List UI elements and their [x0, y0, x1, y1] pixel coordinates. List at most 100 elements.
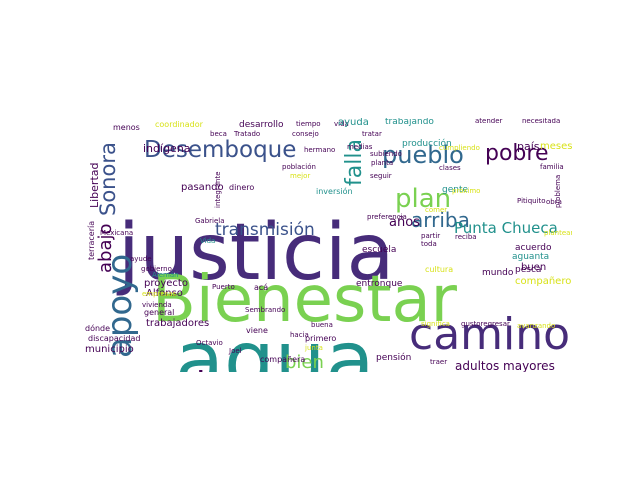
cloud-word: vida: [334, 120, 349, 128]
cloud-word: compañero: [515, 276, 572, 287]
cloud-word: Bienestar: [152, 263, 457, 337]
cloud-word: pueblo: [382, 141, 464, 169]
cloud-word: transmisión: [215, 220, 315, 240]
cloud-word: gobierno: [141, 265, 172, 273]
cloud-word: plan: [395, 184, 452, 214]
cloud-word: planta: [371, 159, 394, 167]
cloud-word: buena: [311, 321, 333, 329]
cloud-word: Sonora: [96, 142, 120, 216]
cloud-word: pobre: [485, 141, 549, 166]
cloud-word: acuerdo: [515, 243, 552, 253]
cloud-word: ayude: [130, 255, 152, 263]
cloud-word: Octavio: [196, 339, 223, 347]
cloud-word: viene: [246, 326, 268, 335]
cloud-word: discapacidad: [88, 334, 141, 343]
cloud-word: pasando: [181, 182, 224, 193]
cloud-word: dinero: [229, 183, 255, 192]
cloud-word: clases: [439, 164, 461, 172]
cloud-word: Vida: [200, 237, 216, 245]
cloud-word: cultura: [425, 265, 454, 274]
cloud-word: vivienda: [142, 301, 172, 309]
cloud-word: hermano: [304, 146, 336, 154]
cloud-word: Mexicana: [100, 229, 134, 237]
cloud-word: traer: [430, 358, 448, 366]
cloud-word: Libertad: [88, 162, 101, 209]
cloud-word: población: [282, 163, 316, 171]
cloud-word: escuela: [362, 245, 397, 255]
cloud-word: pensión: [376, 353, 412, 363]
cloud-word: seri: [140, 368, 206, 373]
cloud-word: empresas: [142, 290, 177, 298]
cloud-word: tratar: [362, 130, 382, 138]
cloud-word: necesitada: [522, 118, 561, 125]
cloud-word: trabajando: [385, 118, 434, 127]
cloud-word: familia: [540, 163, 564, 171]
cloud-word: beca: [210, 130, 227, 138]
cloud-word: ayuda: [338, 118, 369, 128]
cloud-word: Puerto: [212, 283, 235, 291]
cloud-word: Punta Chueca: [454, 219, 558, 237]
cloud-word: terracería: [87, 220, 96, 260]
cloud-word: entronque: [356, 279, 403, 289]
cloud-word: programa: [339, 364, 554, 373]
cloud-word: buen: [521, 262, 547, 273]
cloud-word: mejor: [290, 172, 311, 180]
cloud-word: cumpliendo: [439, 144, 480, 152]
cloud-word: compañera: [260, 355, 306, 364]
cloud-word: significa: [421, 320, 450, 328]
cloud-word: menos: [113, 123, 140, 132]
cloud-word: obra: [546, 198, 562, 206]
cloud-word: país: [517, 140, 540, 153]
cloud-word: atender: [475, 118, 503, 125]
cloud-word: Sembrando: [245, 306, 286, 314]
cloud-word: inversión: [316, 187, 353, 196]
cloud-word: general: [144, 308, 175, 317]
cloud-word: plantear: [544, 229, 572, 237]
cloud-word: Alfonso: [146, 288, 183, 299]
cloud-word: Desemboque: [144, 137, 297, 163]
cloud-word: seguir: [370, 172, 392, 180]
cloud-word: medias: [347, 143, 373, 151]
cloud-word: tiempo: [296, 120, 321, 128]
cloud-word: municipio: [85, 344, 134, 355]
cloud-word: camino: [409, 309, 571, 360]
cloud-word: producción: [402, 139, 452, 149]
cloud-word: bien: [285, 352, 324, 372]
cloud-word: arriba: [411, 208, 470, 232]
cloud-word: gente: [442, 185, 469, 195]
cloud-word: agua: [175, 314, 375, 373]
cloud-word: integrante: [214, 171, 222, 208]
cloud-word: hacia: [290, 331, 309, 339]
cloud-word: coordinador: [155, 120, 203, 129]
cloud-word: Tratado: [234, 130, 261, 138]
cloud-word: toda: [421, 240, 437, 248]
cloud-word: subiendo: [370, 150, 402, 158]
cloud-word: preferencia: [367, 213, 407, 221]
cloud-word: dónde: [85, 324, 111, 333]
cloud-word: pesca: [515, 265, 542, 275]
cloud-word: reciba: [455, 233, 477, 241]
cloud-word: aguanta: [512, 252, 550, 262]
cloud-word: indígena: [143, 142, 191, 155]
cloud-word: partir: [421, 232, 441, 240]
cloud-word: Joel: [229, 347, 242, 355]
cloud-word: gustoregresar: [461, 320, 510, 328]
cloud-word: proyecto: [144, 278, 188, 289]
cloud-word: adultos mayores: [455, 359, 555, 372]
cloud-word: trabajadores: [146, 318, 210, 329]
cloud-word: próximo: [452, 187, 481, 195]
cloud-word: Pitiquito: [517, 197, 546, 205]
cloud-word: consejo: [292, 130, 319, 138]
cloud-word: primero: [305, 334, 337, 343]
cloud-word: años: [389, 215, 420, 230]
cloud-word: meses: [540, 141, 572, 152]
cloud-word: desarrollo: [239, 120, 284, 130]
cloud-word: mundo: [482, 268, 514, 278]
cloud-word: Gabriela: [195, 217, 225, 225]
cloud-word: acá: [254, 283, 269, 292]
cloud-word: justicia: [118, 208, 395, 298]
cloud-word: comer: [425, 206, 448, 214]
cloud-word: junta: [305, 344, 323, 352]
